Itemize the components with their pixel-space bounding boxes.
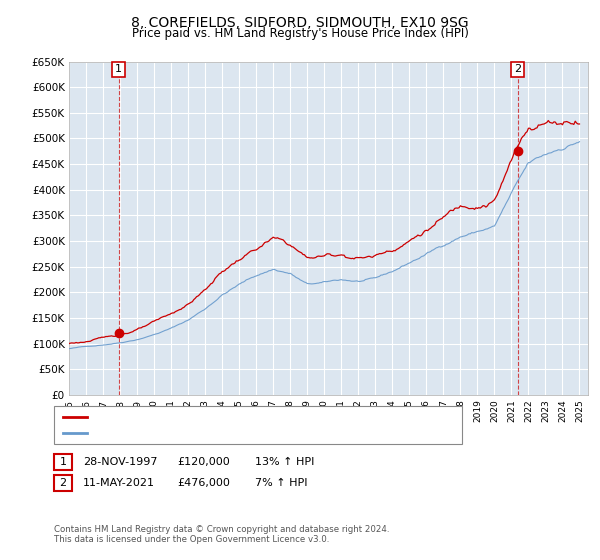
Text: 2: 2 [59, 478, 67, 488]
Text: 1: 1 [59, 457, 67, 467]
Text: 1: 1 [115, 64, 122, 74]
Text: HPI: Average price, detached house, East Devon: HPI: Average price, detached house, East… [91, 428, 343, 438]
Text: 11-MAY-2021: 11-MAY-2021 [83, 478, 155, 488]
Text: £476,000: £476,000 [177, 478, 230, 488]
Text: 13% ↑ HPI: 13% ↑ HPI [255, 457, 314, 467]
Text: 7% ↑ HPI: 7% ↑ HPI [255, 478, 308, 488]
Text: £120,000: £120,000 [177, 457, 230, 467]
Text: Contains HM Land Registry data © Crown copyright and database right 2024.
This d: Contains HM Land Registry data © Crown c… [54, 525, 389, 544]
Text: 2: 2 [514, 64, 521, 74]
Text: 8, COREFIELDS, SIDFORD, SIDMOUTH, EX10 9SG (detached house): 8, COREFIELDS, SIDFORD, SIDMOUTH, EX10 9… [91, 412, 439, 422]
Text: 28-NOV-1997: 28-NOV-1997 [83, 457, 157, 467]
Text: Price paid vs. HM Land Registry's House Price Index (HPI): Price paid vs. HM Land Registry's House … [131, 27, 469, 40]
Text: 8, COREFIELDS, SIDFORD, SIDMOUTH, EX10 9SG: 8, COREFIELDS, SIDFORD, SIDMOUTH, EX10 9… [131, 16, 469, 30]
